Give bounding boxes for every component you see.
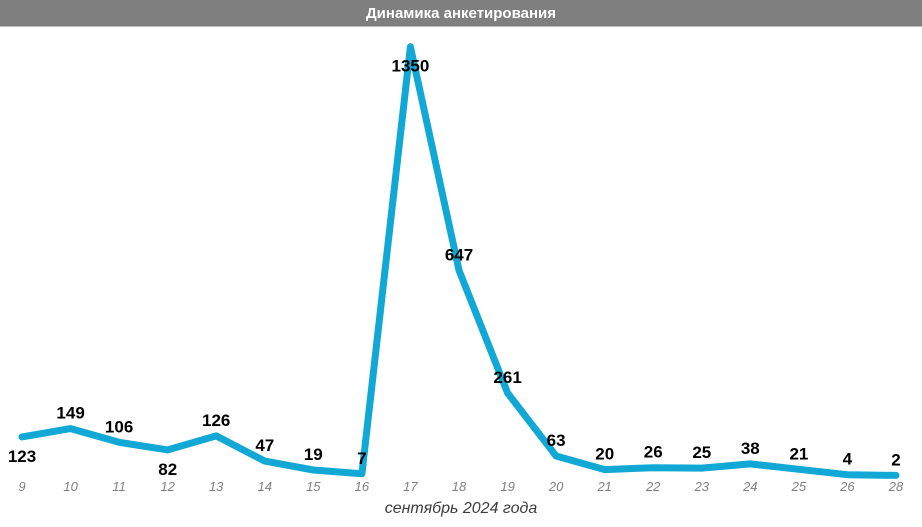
x-tick-label: 18 (452, 479, 467, 494)
data-label: 261 (493, 368, 521, 387)
x-tick-label: 21 (596, 479, 611, 494)
x-tick-label: 16 (355, 479, 370, 494)
data-label: 38 (741, 439, 760, 458)
data-label: 19 (304, 445, 323, 464)
x-tick-label: 14 (258, 479, 272, 494)
data-label: 647 (445, 245, 473, 264)
data-label: 126 (202, 411, 230, 430)
x-tick-label: 19 (500, 479, 514, 494)
x-tick-label: 17 (403, 479, 418, 494)
data-label: 106 (105, 417, 133, 436)
x-axis-title: сентябрь 2024 года (385, 500, 538, 517)
x-tick-label: 11 (112, 479, 126, 494)
data-label: 25 (692, 443, 711, 462)
data-label: 63 (547, 431, 566, 450)
x-tick-label: 10 (63, 479, 78, 494)
x-tick-label: 22 (645, 479, 661, 494)
x-tick-label: 25 (791, 479, 807, 494)
data-label: 2 (891, 450, 900, 469)
data-label: 47 (255, 436, 274, 455)
x-tick-label: 28 (888, 479, 904, 494)
data-label: 149 (56, 404, 84, 423)
data-label: 1350 (391, 57, 429, 76)
data-label: 82 (158, 460, 177, 479)
x-tick-label: 9 (18, 479, 25, 494)
chart-title: Динамика анкетирования (366, 5, 556, 22)
chart-header: Динамика анкетирования (0, 0, 922, 27)
x-tick-label: 13 (209, 479, 224, 494)
data-label: 4 (843, 450, 853, 469)
x-tick-label: 24 (742, 479, 757, 494)
line-chart: 123 149 106 82 126 47 19 7 1350 647 261 63 20 26 25 38 2… (0, 27, 922, 526)
data-label: 26 (644, 443, 663, 462)
x-tick-label: 20 (548, 479, 564, 494)
data-label: 123 (8, 447, 36, 466)
x-tick-label: 26 (839, 479, 855, 494)
data-label: 21 (789, 444, 808, 463)
data-label: 20 (595, 445, 614, 464)
data-label: 7 (357, 449, 366, 468)
x-tick-label: 15 (306, 479, 321, 494)
x-tick-label: 12 (160, 479, 175, 494)
series-line (18, 43, 900, 479)
x-tick-label: 23 (694, 479, 710, 494)
